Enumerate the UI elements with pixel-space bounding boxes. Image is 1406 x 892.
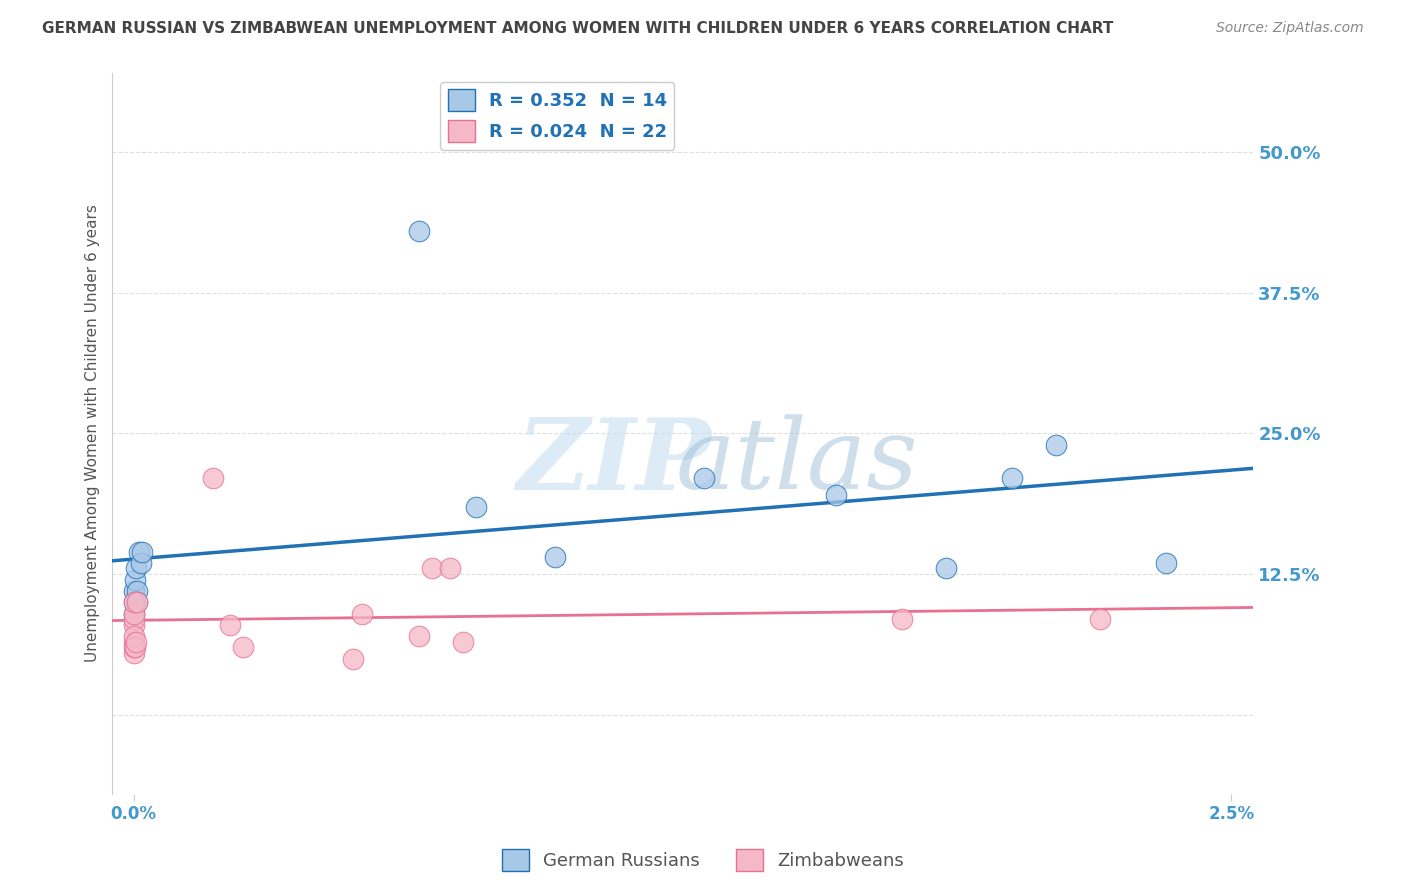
Point: [122, 646, 145, 660]
Point: [122, 607, 145, 621]
Point: [122, 595, 145, 609]
Point: [342, 651, 364, 665]
Point: [693, 471, 716, 485]
Point: [129, 556, 152, 570]
Text: GERMAN RUSSIAN VS ZIMBABWEAN UNEMPLOYMENT AMONG WOMEN WITH CHILDREN UNDER 6 YEAR: GERMAN RUSSIAN VS ZIMBABWEAN UNEMPLOYMEN…: [42, 21, 1114, 36]
Point: [125, 634, 148, 648]
Legend: German Russians, Zimbabweans: German Russians, Zimbabweans: [495, 842, 911, 879]
Point: [408, 224, 430, 238]
Point: [465, 500, 488, 514]
Point: [124, 640, 146, 655]
Point: [125, 584, 148, 599]
Point: [408, 629, 430, 643]
Point: [232, 640, 254, 655]
Point: [1001, 471, 1024, 485]
Point: [122, 634, 145, 648]
Point: [131, 544, 153, 558]
Text: atlas: atlas: [675, 415, 918, 510]
Point: [122, 640, 145, 655]
Point: [128, 544, 150, 558]
Point: [125, 561, 148, 575]
Point: [127, 595, 149, 609]
Point: [219, 617, 242, 632]
Legend: R = 0.352  N = 14, R = 0.024  N = 22: R = 0.352 N = 14, R = 0.024 N = 22: [440, 82, 675, 150]
Point: [825, 488, 848, 502]
Point: [201, 471, 224, 485]
Point: [935, 561, 957, 575]
Point: [1154, 556, 1177, 570]
Text: Source: ZipAtlas.com: Source: ZipAtlas.com: [1216, 21, 1364, 35]
Point: [1045, 437, 1067, 451]
Point: [122, 607, 145, 621]
Point: [439, 561, 461, 575]
Point: [1088, 612, 1111, 626]
Y-axis label: Unemployment Among Women with Children Under 6 years: Unemployment Among Women with Children U…: [86, 204, 100, 662]
Text: ZIP: ZIP: [516, 414, 711, 510]
Point: [451, 634, 474, 648]
Point: [125, 595, 148, 609]
Point: [122, 629, 145, 643]
Point: [544, 550, 567, 565]
Point: [122, 584, 145, 599]
Point: [124, 573, 146, 587]
Point: [891, 612, 914, 626]
Point: [420, 561, 443, 575]
Point: [122, 595, 145, 609]
Point: [350, 607, 373, 621]
Point: [122, 617, 145, 632]
Point: [122, 612, 145, 626]
